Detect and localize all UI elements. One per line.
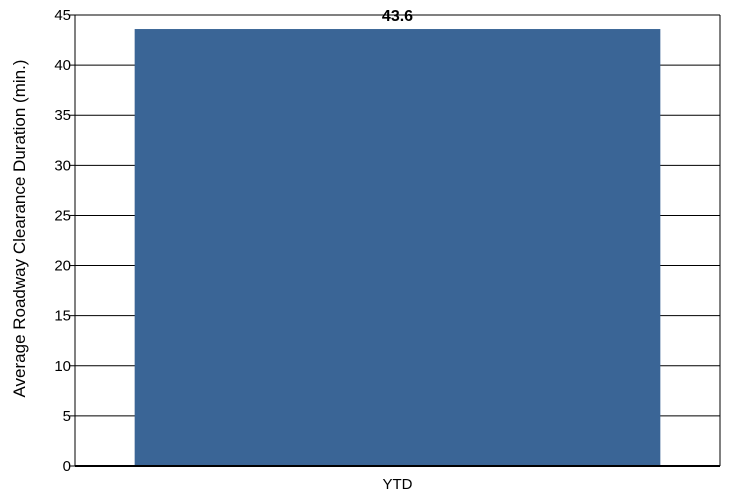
y-tick-label: 45: [54, 7, 71, 24]
y-tick-label: 35: [54, 107, 71, 124]
bar: [134, 29, 661, 467]
x-tick-labels: YTD: [383, 476, 413, 493]
axes: [70, 14, 721, 467]
y-tick-label: 0: [63, 458, 71, 475]
data-labels: 43.6: [382, 8, 413, 25]
y-axis-title: Average Roadway Clearance Duration (min.…: [10, 60, 29, 398]
x-tick-label: YTD: [383, 476, 413, 493]
y-tick-labels: 0 5 10 15 20 25 30 35 40 45: [54, 7, 71, 475]
y-tick-label: 15: [54, 308, 71, 325]
bars: [134, 29, 661, 467]
y-tick-label: 5: [63, 408, 71, 425]
y-tick-label: 25: [54, 207, 71, 224]
y-tick-label: 30: [54, 157, 71, 174]
data-label: 43.6: [382, 8, 413, 25]
y-tick-label: 20: [54, 258, 71, 275]
y-tick-label: 40: [54, 57, 71, 74]
y-tick-label: 10: [54, 358, 71, 375]
